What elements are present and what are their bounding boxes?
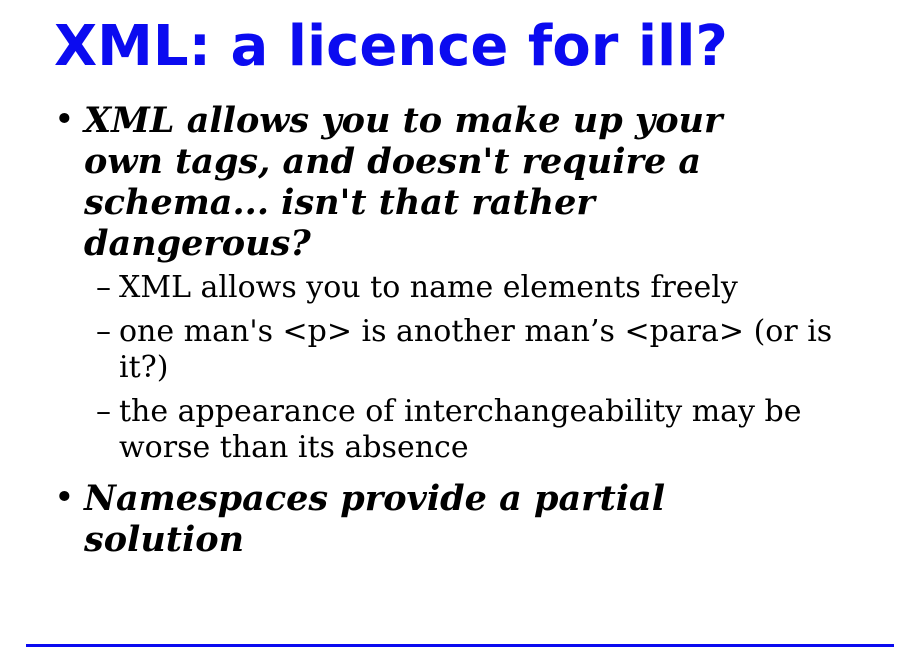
bullet-marker: • [54, 100, 75, 140]
bullet-item: • XML allows you to make up your own tag… [54, 100, 904, 466]
sub-bullet-text: one man's <p> is another man’s <para> (o… [119, 314, 833, 385]
bullet-item: • Namespaces provide a partial solution [54, 478, 904, 560]
sub-bullet-marker: – [96, 314, 111, 349]
sub-bullet-item: – one man's <p> is another man’s <para> … [96, 314, 904, 386]
bullet-list: • XML allows you to make up your own tag… [54, 100, 904, 572]
sub-bullet-marker: – [96, 270, 111, 305]
sub-bullet-text: XML allows you to name elements freely [119, 270, 738, 305]
sub-bullet-text: the appearance of interchangeability may… [119, 394, 802, 465]
bullet-text: XML allows you to make up your own tags,… [84, 100, 723, 264]
sub-bullet-item: – XML allows you to name elements freely [96, 270, 904, 306]
bullet-marker: • [54, 478, 75, 518]
bottom-divider [26, 644, 894, 647]
slide-title: XML: a licence for ill? [54, 14, 728, 79]
sub-bullet-marker: – [96, 394, 111, 429]
sub-bullet-item: – the appearance of interchangeability m… [96, 394, 904, 466]
sub-bullet-list: – XML allows you to name elements freely… [84, 270, 904, 466]
bullet-text: Namespaces provide a partial solution [84, 478, 666, 560]
